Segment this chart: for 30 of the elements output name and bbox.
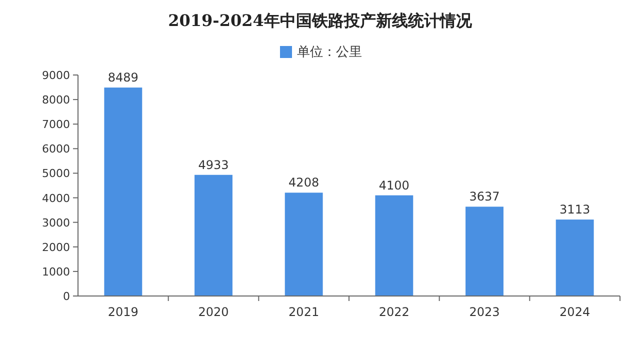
x-tick-label: 2024	[560, 305, 590, 319]
y-tick-label: 3000	[42, 216, 70, 230]
data-label: 3637	[469, 190, 500, 204]
y-tick-label: 7000	[42, 118, 70, 132]
y-tick-label: 2000	[42, 240, 70, 254]
x-tick-label: 2020	[198, 305, 229, 319]
data-label: 8489	[108, 70, 138, 85]
data-label: 3113	[560, 202, 590, 217]
y-tick-label: 5000	[42, 167, 70, 180]
bar	[284, 192, 323, 296]
x-tick-label: 2019	[108, 305, 138, 319]
bar	[194, 174, 232, 296]
x-tick-label: 2023	[469, 305, 500, 319]
bar	[466, 206, 504, 296]
y-tick-label: 4000	[42, 192, 70, 205]
x-tick-label: 2022	[378, 305, 410, 319]
data-label: 4100	[378, 178, 410, 192]
y-tick-label: 9000	[42, 69, 70, 82]
chart-title: 2019-2024年中国铁路投产新线统计情况	[168, 11, 473, 30]
bar	[556, 220, 594, 296]
data-label: 4208	[288, 176, 320, 190]
data-label: 4933	[198, 158, 229, 172]
y-tick-label: 0	[63, 290, 70, 303]
bar	[375, 195, 414, 296]
legend-label: 单位：公里	[297, 45, 362, 60]
y-tick-label: 6000	[42, 142, 70, 156]
bar	[104, 88, 142, 296]
x-tick-label: 2021	[288, 305, 320, 319]
y-tick-label: 8000	[42, 94, 70, 107]
y-tick-label: 1000	[42, 265, 70, 278]
